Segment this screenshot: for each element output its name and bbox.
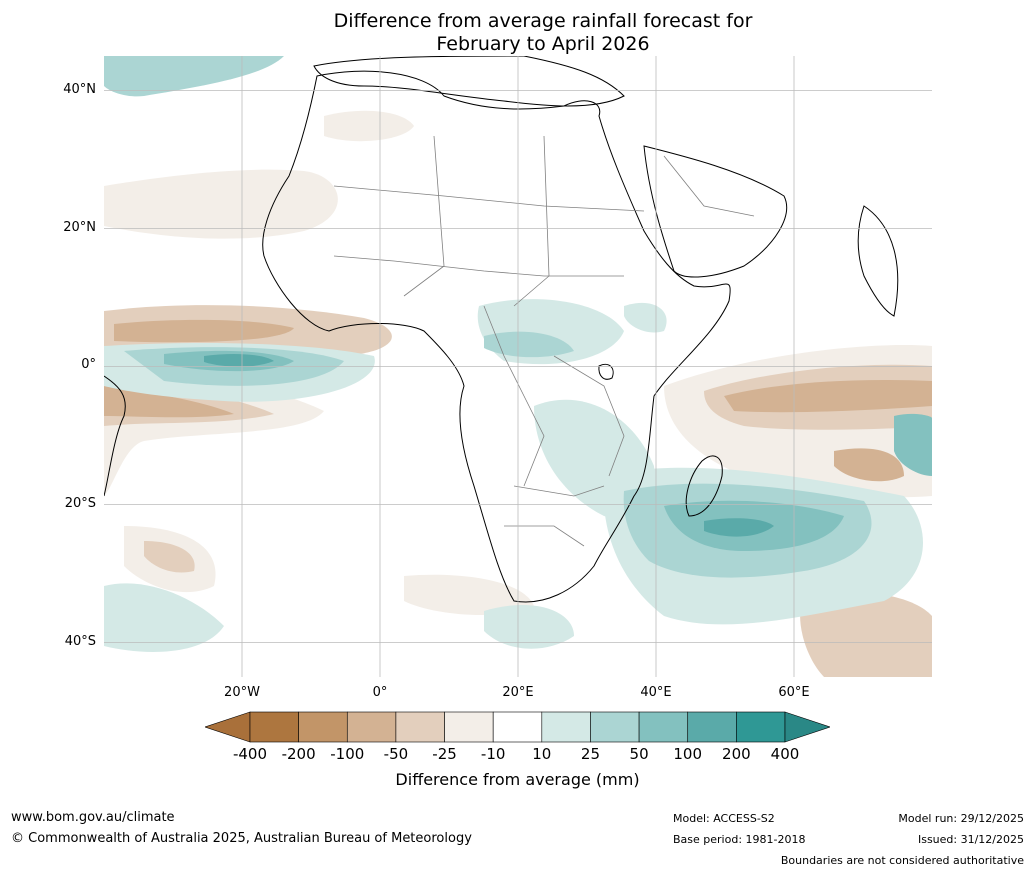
- lon-label-20e: 20°E: [502, 685, 534, 700]
- lat-label-20n: 20°N: [63, 220, 96, 235]
- lat-label-40n: 40°N: [63, 82, 96, 97]
- europe-coastline: [313, 56, 625, 107]
- border-line: [513, 135, 550, 307]
- colorbar-box: [346, 711, 397, 743]
- wet-region-madagascar-peak: [704, 518, 774, 537]
- madagascar-coastline: [685, 455, 723, 517]
- land-outlines: [104, 56, 899, 603]
- wet-region-south-atlantic-west: [104, 583, 224, 652]
- dry-region-brazil-core: [104, 386, 234, 418]
- lon-label-40e: 40°E: [640, 685, 672, 700]
- colorbar-tick-label: 100: [673, 745, 703, 763]
- colorbar-tick-label: -200: [281, 745, 316, 763]
- colorbar-tick-label: -50: [383, 745, 409, 763]
- colorbar-tick-label: 400: [770, 745, 800, 763]
- colorbar-tick-label: 50: [629, 745, 649, 763]
- colorbar-tick-label: -10: [480, 745, 506, 763]
- footer-base-period: Base period: 1981-2018: [673, 833, 806, 846]
- colorbar-box: [736, 711, 786, 743]
- dry-region-indian-ocean-south: [834, 448, 904, 482]
- dry-anomaly-regions: [104, 110, 932, 677]
- graticule: [104, 56, 932, 677]
- colorbar-svg: [204, 711, 831, 743]
- wet-region-equatorial-atlantic-peak: [204, 353, 274, 367]
- title-line-2: February to April 2026: [436, 33, 650, 55]
- dry-region-far-south: [800, 592, 932, 677]
- colorbar-min-extend: [204, 711, 251, 743]
- footer-disclaimer: Boundaries are not considered authoritat…: [780, 854, 1024, 867]
- lat-label-equator: 0°: [81, 357, 96, 372]
- colorbar-box: [541, 711, 591, 743]
- colorbar: [204, 711, 831, 743]
- dry-region-indian-ocean-core: [724, 379, 932, 413]
- border-line: [663, 155, 755, 217]
- footer-copyright: © Commonwealth of Australia 2025, Austra…: [11, 831, 472, 846]
- africa-coastline: [262, 70, 731, 603]
- dry-region-south-atlantic-core: [144, 541, 195, 573]
- wet-region-south-africa-coast: [484, 605, 574, 649]
- footer-issued: Issued: 31/12/2025: [917, 833, 1024, 846]
- dry-region-gulf-of-guinea-core: [114, 319, 294, 343]
- rainfall-map: [104, 56, 932, 677]
- border-line: [333, 255, 624, 277]
- country-borders: [333, 135, 755, 547]
- border-line: [333, 185, 645, 212]
- colorbar-tick-label: 10: [532, 745, 552, 763]
- wet-region-east-africa-highlands: [624, 302, 667, 333]
- lon-label-20w: 20°W: [224, 685, 260, 700]
- colorbar-tick-label: -25: [432, 745, 457, 763]
- lon-label-60e: 60°E: [778, 685, 810, 700]
- lat-label-40s: 40°S: [64, 634, 96, 649]
- colorbar-box: [444, 711, 494, 743]
- border-line: [403, 135, 445, 297]
- dry-region-mediterranean: [324, 110, 414, 142]
- wet-anomaly-regions: [104, 56, 932, 652]
- colorbar-tick-label: -400: [232, 745, 268, 763]
- border-line: [553, 355, 625, 477]
- lat-label-20s: 20°S: [64, 496, 96, 511]
- colorbar-tick-label: -100: [330, 745, 365, 763]
- arabia-coastline: [643, 145, 788, 278]
- colorbar-box: [249, 711, 299, 743]
- colorbar-tick-label: 25: [580, 745, 600, 763]
- map-canvas: [104, 56, 932, 677]
- footer-model: Model: ACCESS-S2: [673, 812, 775, 825]
- india-coastline: [857, 205, 899, 317]
- colorbar-max-extend: [784, 711, 831, 743]
- footer-model-run: Model run: 29/12/2025: [898, 812, 1024, 825]
- colorbar-boxes: [249, 711, 786, 743]
- colorbar-box: [590, 711, 640, 743]
- title-line-1: Difference from average rainfall forecas…: [333, 10, 753, 32]
- wet-region-congo-core: [484, 331, 574, 358]
- colorbar-tick-label: 200: [722, 745, 751, 763]
- border-line: [483, 305, 545, 487]
- south-america-coastline: [104, 375, 126, 497]
- colorbar-box: [298, 711, 348, 743]
- footer-website[interactable]: www.bom.gov.au/climate: [11, 810, 175, 825]
- lake-victoria: [598, 363, 614, 380]
- colorbar-box: [687, 711, 737, 743]
- colorbar-box: [638, 711, 689, 743]
- border-line: [504, 525, 585, 547]
- wet-region-north-atlantic: [104, 56, 284, 97]
- colorbar-box: [395, 711, 445, 743]
- colorbar-box: [492, 711, 543, 743]
- border-line: [513, 485, 605, 497]
- dry-region-north-atlantic: [104, 169, 338, 239]
- dry-region-south-central: [404, 574, 534, 616]
- chart-title: Difference from average rainfall forecas…: [240, 10, 846, 56]
- wet-region-indian-ocean-east: [894, 413, 932, 476]
- lon-label-0: 0°: [372, 685, 388, 700]
- colorbar-label: Difference from average (mm): [395, 770, 640, 789]
